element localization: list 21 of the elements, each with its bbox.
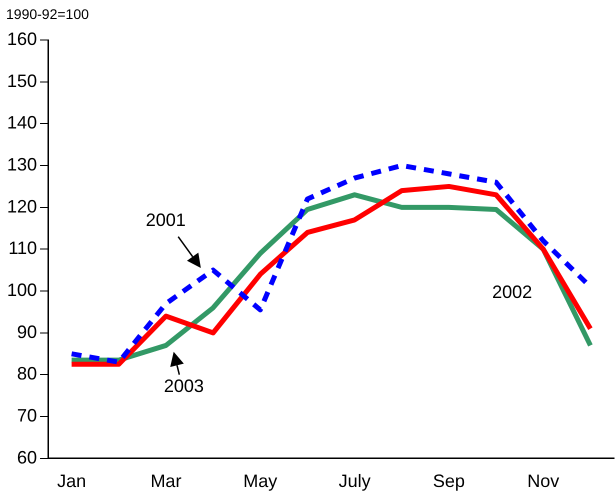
series-label: 2003 xyxy=(164,376,204,396)
x-tick-label: July xyxy=(338,471,371,492)
y-tick-label: 110 xyxy=(8,238,38,258)
x-tick-label: May xyxy=(243,471,278,492)
y-tick-label: 80 xyxy=(17,364,38,384)
y-tick-label: 160 xyxy=(6,28,38,49)
x-tick-label: Mar xyxy=(150,471,182,492)
x-tick-label: Sep xyxy=(432,471,465,492)
series-label: 2002 xyxy=(492,282,532,302)
y-tick-label: 130 xyxy=(6,154,38,174)
text: 2001 xyxy=(146,210,186,230)
y-tick-label: 150 xyxy=(6,70,38,91)
y-tick-label: 70 xyxy=(17,406,38,426)
y-tick-label: 60 xyxy=(17,447,38,468)
x-tick-label: Jan xyxy=(57,471,86,492)
y-tick-label: 120 xyxy=(6,196,38,216)
y-tick-label: 140 xyxy=(6,112,38,133)
x-tick-label: Nov xyxy=(527,471,560,492)
y-tick-label: 90 xyxy=(17,322,38,342)
y-tick-label: 100 xyxy=(6,280,38,300)
y-axis-title: 1990-92=100 xyxy=(6,6,89,22)
